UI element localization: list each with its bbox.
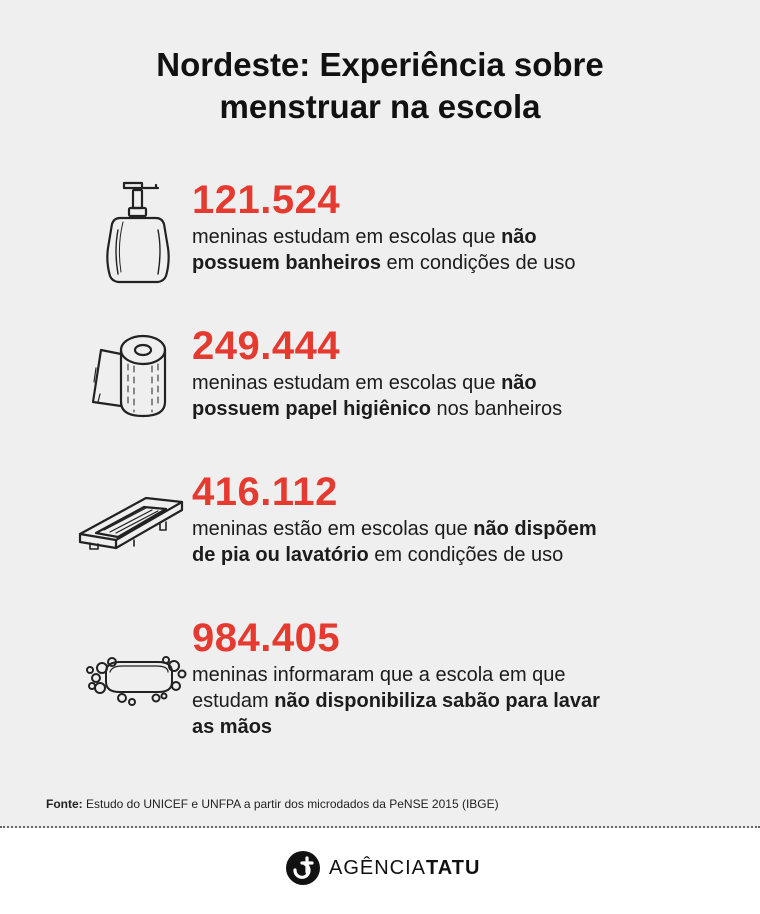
brand-logo: AGÊNCIATATU [285, 848, 480, 888]
soap-bar-icon [86, 656, 187, 706]
stat-soap: 984.405 meninas informaram que a escola … [0, 616, 760, 746]
stat-description: meninas estudam em escolas que não possu… [192, 372, 563, 420]
title-line-1: Nordeste: Experiência sobre [156, 46, 604, 83]
footer-divider [0, 826, 760, 828]
stat-description: meninas informaram que a escola em que e… [192, 664, 600, 738]
stat-toilet-paper: 249.444 meninas estudam em escolas que n… [0, 324, 760, 444]
agencia-tatu-logo-icon [286, 851, 320, 885]
page-title: Nordeste: Experiência sobre menstruar na… [0, 44, 760, 128]
stat-number: 416.112 [192, 470, 338, 514]
stat-number: 984.405 [192, 616, 341, 660]
soap-dish-icon [78, 496, 184, 550]
stat-bathrooms: 121.524 meninas estudam em escolas que n… [0, 178, 760, 298]
stat-description: meninas estudam em escolas que não possu… [192, 226, 576, 274]
title-line-2: menstruar na escola [219, 88, 541, 125]
toilet-paper-icon [91, 334, 167, 418]
stat-number: 121.524 [192, 178, 341, 222]
source-note: Fonte: Estudo do UNICEF e UNFPA a partir… [46, 797, 499, 811]
stat-description: meninas estão em escolas que não dispõem… [192, 518, 597, 566]
footer: AGÊNCIATATU [0, 828, 760, 914]
brand-name: AGÊNCIATATU [329, 856, 481, 879]
stat-sink: 416.112 meninas estão em escolas que não… [0, 470, 760, 590]
stat-number: 249.444 [192, 324, 341, 368]
soap-dispenser-icon [106, 181, 170, 284]
